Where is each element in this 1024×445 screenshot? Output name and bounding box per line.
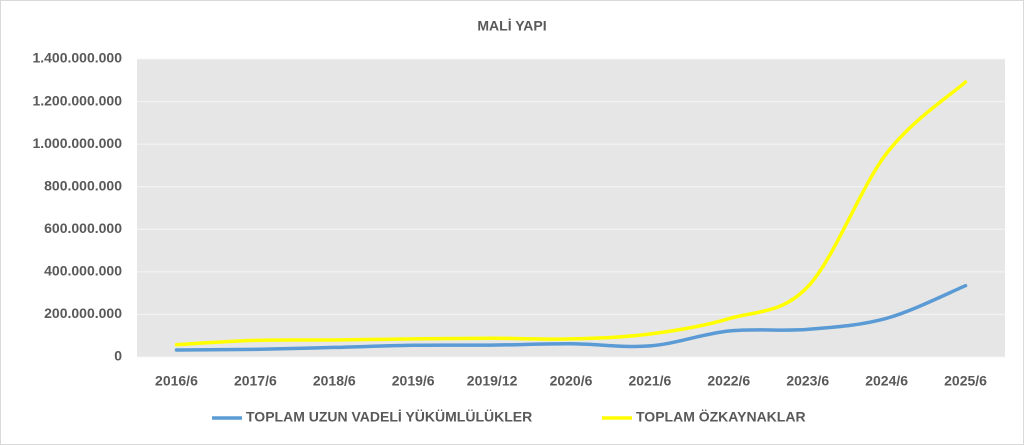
legend-label: TOPLAM ÖZKAYNAKLAR xyxy=(636,409,806,425)
y-tick-label: 1.400.000.000 xyxy=(32,50,122,66)
chart-title: MALİ YAPI xyxy=(477,18,546,34)
y-tick-label: 0 xyxy=(114,348,122,364)
x-tick-label: 2025/6 xyxy=(944,373,987,389)
series-line xyxy=(174,283,968,352)
y-tick-label: 800.000.000 xyxy=(44,177,122,193)
x-tick-label: 2022/6 xyxy=(707,373,750,389)
x-tick-label: 2018/6 xyxy=(313,373,356,389)
legend-label: TOPLAM UZUN VADELİ YÜKÜMLÜLÜKLER xyxy=(246,409,532,425)
series-line xyxy=(174,80,968,347)
x-tick-label: 2016/6 xyxy=(155,373,198,389)
x-tick-label: 2019/12 xyxy=(467,373,518,389)
plot-area xyxy=(137,59,1005,357)
y-tick-label: 600.000.000 xyxy=(44,220,122,236)
x-tick-label: 2023/6 xyxy=(786,373,829,389)
x-tick-label: 2024/6 xyxy=(865,373,908,389)
x-tick-label: 2021/6 xyxy=(628,373,671,389)
x-tick-label: 2019/6 xyxy=(392,373,435,389)
y-tick-label: 1.000.000.000 xyxy=(32,135,122,151)
y-tick-label: 400.000.000 xyxy=(44,263,122,279)
x-tick-label: 2017/6 xyxy=(234,373,277,389)
x-tick-label: 2020/6 xyxy=(550,373,593,389)
y-tick-label: 1.200.000.000 xyxy=(32,92,122,108)
y-tick-label: 200.000.000 xyxy=(44,305,122,321)
